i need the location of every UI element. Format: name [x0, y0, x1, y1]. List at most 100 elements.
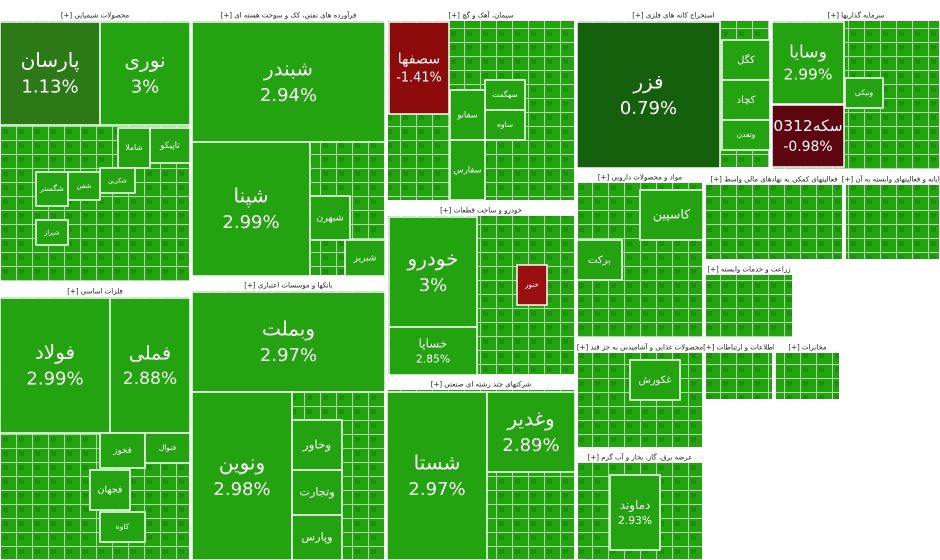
- sector-header: [578, 451, 702, 463]
- sector-header: [1, 9, 189, 21]
- tile-label: سکه0312: [773, 117, 842, 135]
- sector-body: [844, 171, 940, 261]
- tile: [609, 474, 661, 551]
- sector-header: [578, 341, 702, 353]
- sector-body: [576, 339, 704, 449]
- sector-title: اطلاعات و ارتباطات [+]: [703, 344, 775, 352]
- tile-label: وتعدن: [737, 130, 756, 139]
- sector-header: [706, 263, 792, 275]
- tile: [35, 171, 69, 207]
- tile-label: وتجارت: [299, 486, 334, 500]
- sector: فرآورده های نفتی، کک و سوخت هسته ای [+] ش…: [191, 7, 386, 277]
- tile-label: شفن: [77, 182, 92, 190]
- tile-value: 2.89%: [502, 435, 559, 456]
- tile-value: 2.98%: [213, 479, 270, 500]
- tile-label: شبهرن: [316, 213, 343, 224]
- tile-value: -0.98%: [783, 139, 832, 155]
- tile-value: 2.99%: [222, 212, 279, 233]
- tile: [0, 21, 101, 126]
- tile-value: 2.99%: [784, 66, 833, 84]
- sector: استخراج کانه های فلزی [+] فزر 0.79% کگل کچاد…: [576, 7, 771, 169]
- sector-title: شرکتهای چند رشته ای صنعتی [+]: [431, 381, 532, 389]
- tile: [721, 79, 771, 121]
- tile-label: شستا: [414, 451, 461, 475]
- tile-value: 2.99%: [26, 369, 83, 390]
- sector: رایانه و فعالیتهای وابسته به آن [+]: [842, 171, 940, 261]
- sector-header: [846, 173, 939, 185]
- tile: [344, 239, 386, 277]
- tile: [721, 119, 771, 151]
- tile-value: 3%: [131, 77, 160, 98]
- sector: خودرو و ساخت قطعات [+] خودرو 3% خساپا 2.85% خ…: [386, 202, 576, 376]
- tile: [99, 21, 191, 126]
- tile-label: وغدیر: [506, 407, 554, 431]
- tile-label: خساپا: [419, 336, 448, 350]
- tile: [484, 109, 526, 141]
- tile: [388, 21, 450, 115]
- tile-label: وخاور: [302, 438, 331, 453]
- tile-label: کچاد: [737, 95, 756, 106]
- tile-label: فنوال: [159, 443, 177, 452]
- sector: زراعت و خدمات وابسته [+]: [704, 261, 794, 339]
- tile: [144, 432, 191, 464]
- tile-value: -1.41%: [396, 71, 441, 86]
- tile: [99, 432, 146, 469]
- tile-label: کگل: [737, 54, 755, 66]
- tile-label: تاپیکو: [159, 141, 180, 151]
- tile-label: پارسان: [21, 48, 80, 73]
- sector-title: فرآورده های نفتی، کک و سوخت هسته ای [+]: [221, 11, 357, 20]
- sector: فلزات اساسی [+] فولاد 2.99% فملی 2.88% فخوز فج…: [0, 283, 191, 560]
- sector: مواد و محصولات دارویی [+] کاسپین برکت: [576, 169, 704, 339]
- sector-title: مخابرات [+]: [788, 344, 827, 352]
- tile-label: کاوه: [116, 522, 130, 531]
- tile: [99, 167, 136, 194]
- tile-value: 2.97%: [260, 345, 317, 366]
- sector: فعالیتهای کمکی به نهادهای مالی واسط [+]: [704, 171, 844, 261]
- tile: [89, 469, 131, 511]
- sector-header: [706, 173, 842, 185]
- tile-label: کاسپین: [653, 207, 690, 223]
- tile-label: فزر: [632, 70, 663, 94]
- tile: [109, 297, 191, 434]
- sector-title: مواد و محصولات دارویی [+]: [598, 174, 682, 182]
- tile: [309, 195, 351, 241]
- sector: سرمایه گذاریها [+] وسایا 2.99% سکه0312 -0.98…: [771, 7, 940, 171]
- tile: [721, 39, 771, 81]
- tile-label: خنور: [524, 280, 539, 289]
- sector-title: فلزات اساسی [+]: [67, 288, 122, 296]
- sector: مخابرات [+]: [774, 339, 841, 401]
- sector-header: [578, 171, 702, 183]
- sector-header: [388, 204, 574, 216]
- sector-title: استخراج کانه های فلزی [+]: [632, 12, 715, 20]
- tile: [576, 239, 623, 281]
- sector-title: خودرو و ساخت قطعات [+]: [440, 207, 522, 215]
- tile-label: فجهان: [98, 485, 123, 496]
- tile: [844, 77, 884, 109]
- tile: [629, 359, 681, 401]
- tile: [449, 139, 486, 201]
- tile: [191, 141, 311, 277]
- sector-title: سیمان، آهک و گچ [+]: [449, 11, 514, 20]
- tile: [771, 104, 845, 168]
- tile-label: سفارس: [454, 165, 482, 175]
- tile: [191, 391, 293, 560]
- tile-label: شگستر: [39, 184, 64, 193]
- tile-label: ونوین: [219, 451, 265, 475]
- sector-header: [1, 285, 189, 297]
- tile-label: فولاد: [35, 340, 75, 364]
- sector-title: محصولات شیمیایی [+]: [61, 12, 130, 20]
- tile: [191, 291, 386, 393]
- sector-body: [704, 171, 844, 261]
- tile: [449, 89, 486, 141]
- sector: اطلاعات و ارتباطات [+]: [703, 339, 775, 401]
- sector: عرضه برق، گاز، بخار و آب گرم [+] دماوند2.…: [576, 449, 704, 560]
- tile: [191, 21, 386, 143]
- tile-label: شپنا: [234, 184, 269, 209]
- sector-title: عرضه برق، گاز، بخار و آب گرم [+]: [588, 453, 693, 462]
- tile-value: 2.97%: [408, 479, 465, 500]
- sector-header: [388, 378, 574, 390]
- tile-value: 3%: [419, 275, 448, 296]
- tile-value: 2.93%: [618, 514, 652, 527]
- sector-header: [706, 341, 772, 353]
- tile: [639, 189, 704, 241]
